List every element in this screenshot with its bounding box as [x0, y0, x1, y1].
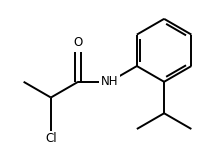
Text: O: O	[74, 37, 83, 49]
Text: NH: NH	[101, 75, 118, 88]
Text: Cl: Cl	[45, 132, 57, 145]
